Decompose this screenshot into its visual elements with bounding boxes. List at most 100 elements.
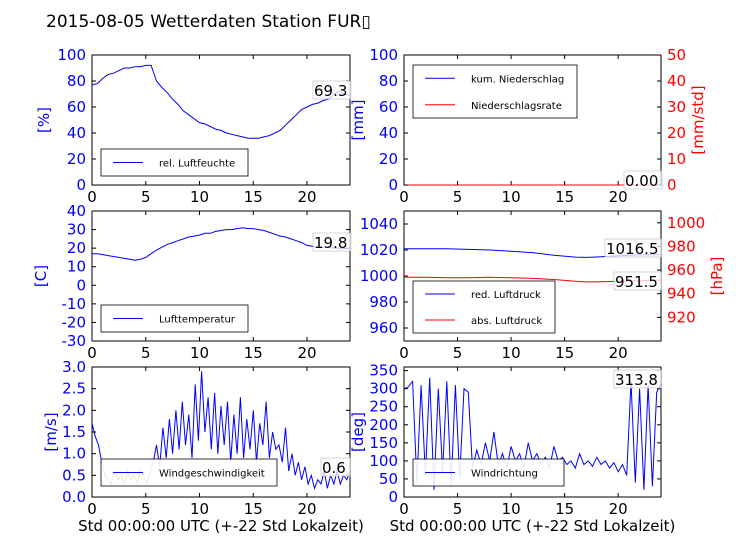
legend: rel. Luftfeuchte <box>100 148 249 177</box>
y-tick-label: 980 <box>369 293 398 311</box>
x-tick-label: 20 <box>297 188 316 206</box>
value-label-box <box>613 271 662 291</box>
y-right-tick-label: 30 <box>667 98 686 116</box>
y-tick-label: -30 <box>62 332 87 350</box>
y-tick-label: 20 <box>379 150 398 168</box>
y-tick-label: 300 <box>369 380 398 398</box>
y-tick-label: 30 <box>67 221 86 239</box>
chart-panel: 0 5 10 15 20 960 980 1000 1020 1040 920 940 960 980 10… <box>360 210 726 362</box>
y-tick-label: 0.0 <box>62 488 86 506</box>
legend-label: rel. Luftfeuchte <box>159 159 235 170</box>
x-tick-label: 0 <box>87 344 97 362</box>
x-tick-label: 5 <box>453 500 463 518</box>
x-tick-label: 10 <box>502 344 521 362</box>
y-tick-label: 0 <box>388 488 398 506</box>
x-tick-label: 5 <box>141 344 151 362</box>
chart-panel: 0 5 10 15 20 0 20 40 60 80 100 0 10 20 30 40 50 [mm] [mm/s… <box>349 46 707 206</box>
y-tick-label: 0 <box>76 176 86 194</box>
value-label-box <box>312 232 352 252</box>
x-tick-label: 0 <box>399 500 409 518</box>
y-axis-label: [C] <box>32 265 50 287</box>
y-tick-label: 960 <box>369 319 398 337</box>
y-tick-label: 10 <box>67 258 86 276</box>
y-tick-label: 40 <box>67 124 86 142</box>
figure-title: 2015-08-05 Wetterdaten Station FUR▯ <box>46 12 371 32</box>
legend-label: Niederschlagsrate <box>471 101 562 112</box>
x-tick-label: 10 <box>502 188 521 206</box>
chart-panel: 0 5 10 15 20-30-20-10010203040[C]Lufttempera… <box>32 202 352 362</box>
legend: red. Luftdruck abs. Luftdruck <box>412 280 556 334</box>
x-tick-label: 5 <box>453 188 463 206</box>
legend: Windrichtung <box>412 458 565 487</box>
y-axis-label: [m/s] <box>42 412 60 451</box>
x-tick-label: 10 <box>190 344 209 362</box>
x-tick-label: 15 <box>244 344 263 362</box>
legend: Lufttemperatur <box>100 304 249 333</box>
y-tick-label: 150 <box>369 434 398 452</box>
value-label: 1016.5 <box>606 240 659 258</box>
chart-panel: 0 5 10 15 20 0.0 0.5 1.0 1.5 2.0 2.5 3.0 [m/s] Std 00… <box>42 358 364 535</box>
x-tick-label: 5 <box>453 344 463 362</box>
x-tick-label: 0 <box>87 188 97 206</box>
x-tick-label: 10 <box>502 500 521 518</box>
y-right-tick-label: 0 <box>667 176 677 194</box>
y-tick-label: 0 <box>388 176 398 194</box>
x-tick-label: 20 <box>297 500 316 518</box>
y-tick-label: 40 <box>67 202 86 220</box>
value-label-box <box>623 170 663 190</box>
y-tick-label: 0.5 <box>62 466 86 484</box>
y-tick-label: 200 <box>369 416 398 434</box>
x-tick-label: 0 <box>399 344 409 362</box>
y-right-tick-label: 960 <box>667 261 696 279</box>
chart-panel: 0 5 10 15 20 0 20 40 60 80 100 [%] rel. Luftfeuchte 6… <box>35 46 352 206</box>
x-tick-label: 20 <box>609 344 628 362</box>
y-tick-label: 50 <box>379 470 398 488</box>
y-axis-label-right: [hPa] <box>708 257 726 296</box>
legend-label: red. Luftdruck <box>471 290 541 301</box>
y-axis-label: [deg] <box>349 412 367 452</box>
y-tick-label: -10 <box>62 295 87 313</box>
y-right-tick-label: 980 <box>667 237 696 255</box>
y-tick-label: 100 <box>57 46 86 64</box>
value-label-box <box>320 457 351 477</box>
value-label: 313.8 <box>615 371 658 389</box>
y-axis-label: [mm] <box>349 100 367 141</box>
y-tick-label: 250 <box>369 398 398 416</box>
x-tick-label: 20 <box>609 500 628 518</box>
value-label: 69.3 <box>314 82 347 100</box>
y-tick-label: -20 <box>62 313 87 331</box>
x-tick-label: 15 <box>244 188 263 206</box>
y-right-tick-label: 10 <box>667 150 686 168</box>
x-tick-label: 10 <box>190 500 209 518</box>
y-axis-label: [%] <box>35 107 53 133</box>
y-right-tick-label: 20 <box>667 124 686 142</box>
legend: Windgeschwindigkeit <box>100 458 278 487</box>
y-tick-label: 1.5 <box>62 423 86 441</box>
value-label: 951.5 <box>615 273 658 291</box>
x-tick-label: 15 <box>555 500 574 518</box>
y-right-tick-label: 1000 <box>667 214 705 232</box>
y-right-tick-label: 50 <box>667 46 686 64</box>
legend: kum. Niederschlag Niederschlagsrate <box>412 64 578 119</box>
x-tick-label: 10 <box>190 188 209 206</box>
legend-box <box>100 148 249 177</box>
y-tick-label: 40 <box>379 124 398 142</box>
y-right-tick-label: 920 <box>667 308 696 326</box>
legend-label: kum. Niederschlag <box>471 74 564 85</box>
y-tick-label: 1040 <box>360 215 398 233</box>
x-tick-label: 5 <box>141 500 151 518</box>
y-tick-label: 60 <box>379 98 398 116</box>
x-tick-label: 5 <box>141 188 151 206</box>
y-right-tick-label: 940 <box>667 285 696 303</box>
x-tick-label: 15 <box>555 188 574 206</box>
y-tick-label: 60 <box>67 98 86 116</box>
y-tick-label: 0 <box>76 276 86 294</box>
y-tick-label: 1020 <box>360 241 398 259</box>
legend-label: Windrichtung <box>471 469 538 480</box>
y-tick-label: 350 <box>369 362 398 380</box>
series-line-0 <box>91 64 351 139</box>
y-tick-label: 1.0 <box>62 445 86 463</box>
y-tick-label: 3.0 <box>62 358 86 376</box>
x-tick-label: 0 <box>399 188 409 206</box>
